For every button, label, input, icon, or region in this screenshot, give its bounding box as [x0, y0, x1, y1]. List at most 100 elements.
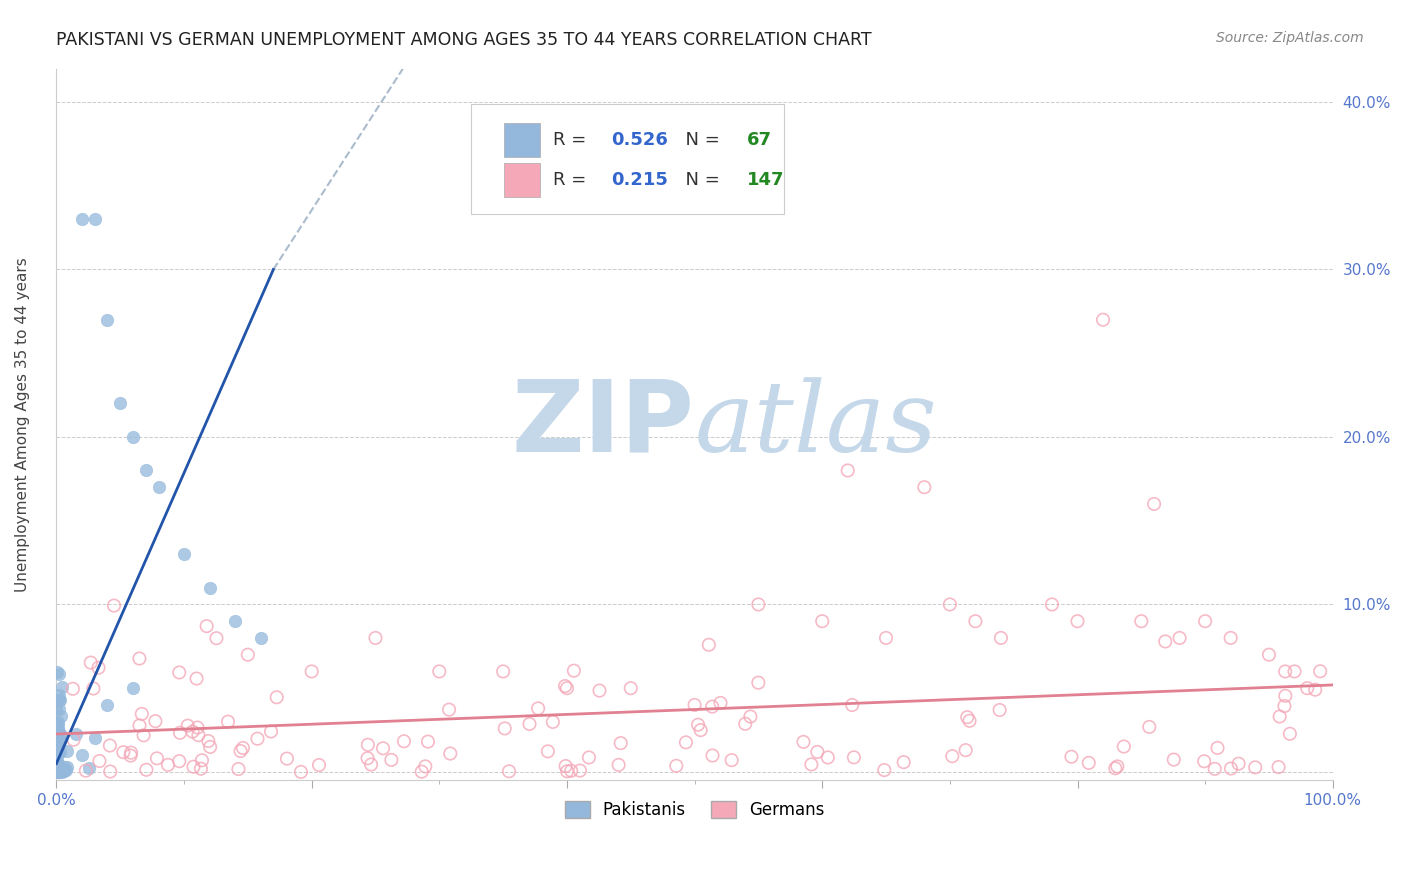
Point: [98, 764, 121, 779]
Point: [607, 757, 630, 772]
Point: [177, 719, 200, 733]
Point: [191, 753, 214, 767]
Point: [702, 699, 724, 714]
Text: 147: 147: [747, 171, 785, 189]
Point: [360, 757, 382, 772]
Point: [1274, 699, 1296, 714]
Point: [46, 764, 69, 779]
Point: [186, 672, 208, 686]
Point: [236, 648, 259, 662]
Point: [956, 710, 979, 724]
Point: [224, 614, 246, 628]
Point: [83, 731, 105, 746]
Point: [187, 728, 209, 742]
Point: [169, 754, 191, 768]
Point: [79, 760, 101, 774]
Point: [45, 758, 67, 772]
Point: [439, 747, 461, 761]
Point: [45, 764, 67, 779]
Point: [519, 717, 541, 731]
Point: [48, 693, 70, 707]
Point: [1204, 762, 1226, 776]
Point: [702, 748, 724, 763]
Point: [46, 756, 69, 770]
Point: [108, 396, 131, 410]
Point: [371, 741, 394, 756]
Point: [1107, 759, 1129, 773]
Point: [46, 723, 69, 737]
Point: [893, 755, 915, 769]
Point: [55, 760, 77, 774]
Point: [665, 759, 688, 773]
Point: [70, 212, 93, 227]
Point: [578, 750, 600, 764]
Point: [1154, 634, 1177, 648]
Point: [48, 764, 70, 779]
Point: [609, 736, 631, 750]
Point: [48, 688, 70, 702]
Point: [45, 700, 67, 714]
Point: [555, 764, 578, 779]
Point: [912, 480, 935, 494]
Text: atlas: atlas: [695, 376, 938, 472]
Point: [45, 755, 67, 769]
Point: [1060, 749, 1083, 764]
Point: [416, 734, 439, 748]
Text: ZIP: ZIP: [512, 376, 695, 473]
Point: [156, 757, 179, 772]
Point: [46, 735, 69, 749]
Point: [811, 614, 834, 628]
Point: [122, 681, 145, 696]
Point: [873, 763, 896, 777]
Point: [1258, 648, 1281, 662]
Point: [103, 599, 125, 613]
Point: [720, 753, 742, 767]
Point: [51, 729, 73, 743]
Text: PAKISTANI VS GERMAN UNEMPLOYMENT AMONG AGES 35 TO 44 YEARS CORRELATION CHART: PAKISTANI VS GERMAN UNEMPLOYMENT AMONG A…: [56, 31, 872, 49]
Point: [49, 709, 72, 723]
Point: [1130, 614, 1153, 628]
Point: [45, 764, 67, 778]
Point: [135, 763, 157, 777]
Point: [48, 667, 70, 681]
Point: [45, 757, 67, 772]
Point: [356, 751, 378, 765]
Point: [1092, 312, 1115, 326]
Point: [1303, 682, 1326, 697]
Point: [183, 760, 205, 774]
Point: [169, 726, 191, 740]
Text: 0.215: 0.215: [612, 171, 668, 189]
Point: [120, 746, 142, 760]
Point: [494, 722, 516, 736]
Point: [842, 750, 865, 764]
Point: [1163, 753, 1185, 767]
Point: [45, 739, 67, 753]
Point: [392, 734, 415, 748]
Point: [939, 598, 962, 612]
Point: [46, 665, 69, 680]
Point: [1267, 760, 1289, 774]
Point: [800, 757, 823, 772]
Point: [48, 764, 70, 778]
Point: [45, 760, 67, 774]
Point: [308, 758, 330, 772]
Point: [249, 631, 271, 645]
Point: [62, 681, 84, 696]
Point: [1296, 681, 1319, 696]
Point: [941, 749, 963, 764]
Point: [554, 759, 576, 773]
Point: [560, 764, 582, 778]
Point: [1143, 497, 1166, 511]
Point: [195, 619, 218, 633]
Point: [1268, 709, 1291, 723]
Point: [128, 651, 150, 665]
Point: [988, 703, 1011, 717]
Point: [128, 718, 150, 732]
Point: [49, 732, 72, 747]
Point: [990, 631, 1012, 645]
Point: [380, 753, 402, 767]
Point: [89, 754, 111, 768]
Point: [48, 764, 70, 779]
Point: [290, 764, 312, 779]
Point: [806, 745, 828, 759]
